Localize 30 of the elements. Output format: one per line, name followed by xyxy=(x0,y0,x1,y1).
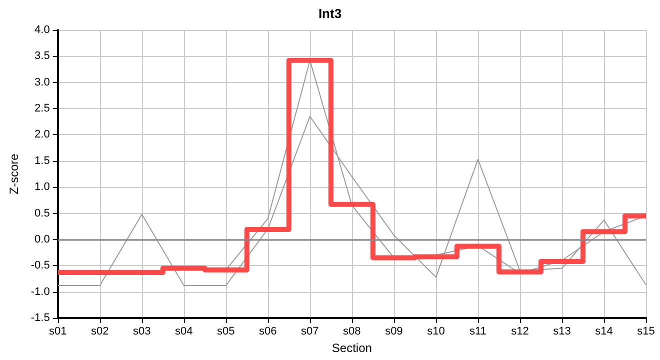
x-tick-label: s12 xyxy=(511,326,529,338)
x-tick-label: s10 xyxy=(427,326,445,338)
y-tick-label: 3.5 xyxy=(34,50,50,62)
y-tick-label: 0.5 xyxy=(34,207,50,220)
y-tick-label: 4.0 xyxy=(34,24,50,36)
x-tick-label: s15 xyxy=(637,326,655,338)
x-tick-label: s02 xyxy=(90,326,109,338)
x-tick-label: s04 xyxy=(175,326,193,338)
y-tick-label: 2.0 xyxy=(34,128,50,141)
x-tick-label: s07 xyxy=(301,326,319,338)
x-tick-label: s01 xyxy=(48,326,67,338)
y-tick-label: 0.0 xyxy=(34,233,50,246)
y-tick-label: 1.0 xyxy=(34,181,50,194)
x-tick-label: s06 xyxy=(259,326,277,338)
x-tick-label: s05 xyxy=(217,326,235,338)
y-tick-label: 1.5 xyxy=(34,154,50,167)
y-tick-label: -1.5 xyxy=(30,312,50,324)
y-axis-title: Z-score xyxy=(7,153,21,194)
x-tick-label: s11 xyxy=(470,326,486,338)
chart-title: Int3 xyxy=(318,6,342,21)
y-tick-label: 3.0 xyxy=(34,76,50,88)
y-tick-label: 2.5 xyxy=(34,102,50,115)
x-tick-label: s09 xyxy=(385,326,403,338)
x-tick-label: s03 xyxy=(133,326,151,338)
y-tick-label: -1.0 xyxy=(30,286,50,298)
y-tick-label: -0.5 xyxy=(30,260,50,272)
x-tick-label: s14 xyxy=(595,326,613,338)
x-axis-title: Section xyxy=(332,341,372,355)
x-tick-label: s08 xyxy=(343,326,361,338)
x-tick-label: s13 xyxy=(553,326,571,338)
